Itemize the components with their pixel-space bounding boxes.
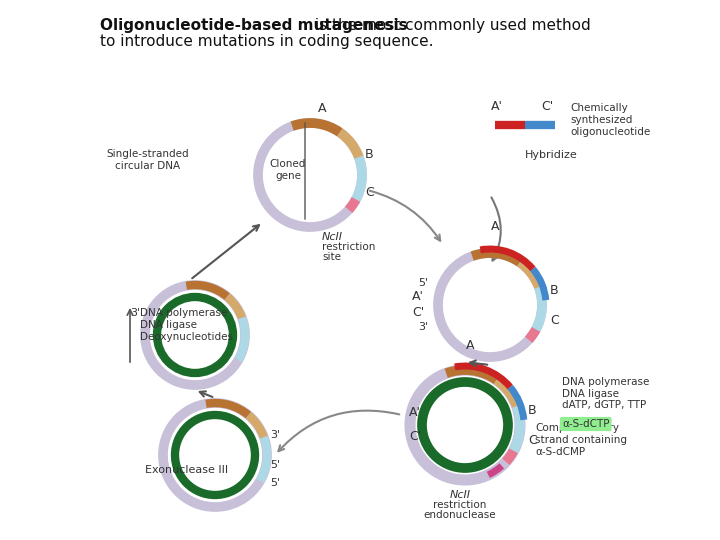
Text: restriction: restriction <box>322 242 375 252</box>
Text: A': A' <box>409 407 421 420</box>
Circle shape <box>175 415 255 495</box>
Text: 5': 5' <box>270 478 280 488</box>
Text: Exonuclease III: Exonuclease III <box>145 465 228 475</box>
Text: A: A <box>466 339 474 352</box>
Circle shape <box>163 403 267 507</box>
Circle shape <box>157 297 233 373</box>
Text: NcII: NcII <box>322 232 343 242</box>
Text: A': A' <box>491 100 503 113</box>
Text: site: site <box>322 252 341 262</box>
Circle shape <box>145 285 245 385</box>
Text: 5': 5' <box>270 460 280 470</box>
Text: Oligonucleotide-based mutagenesis: Oligonucleotide-based mutagenesis <box>100 18 408 33</box>
Circle shape <box>258 123 362 227</box>
Text: A: A <box>318 102 326 115</box>
Text: Single-stranded
circular DNA: Single-stranded circular DNA <box>107 149 189 171</box>
Text: NcII: NcII <box>449 490 470 500</box>
Text: 3': 3' <box>270 430 280 440</box>
Text: to introduce mutations in coding sequence.: to introduce mutations in coding sequenc… <box>100 34 433 49</box>
Text: C: C <box>365 186 374 199</box>
Text: B: B <box>550 284 559 296</box>
Circle shape <box>438 253 542 357</box>
Text: 5': 5' <box>418 278 428 288</box>
Text: A: A <box>491 220 499 233</box>
Text: Chemically
synthesized
oligonucleotide: Chemically synthesized oligonucleotide <box>570 103 650 137</box>
Text: 3': 3' <box>130 308 140 318</box>
Text: DNA polymerase
DNA ligase
dATP, dGTP, TTP: DNA polymerase DNA ligase dATP, dGTP, TT… <box>562 377 649 410</box>
Circle shape <box>410 370 520 480</box>
Circle shape <box>422 382 508 468</box>
Text: endonuclease: endonuclease <box>423 510 496 520</box>
Text: C': C' <box>541 100 553 113</box>
Text: Complementary
strand containing
α-S-dCMP: Complementary strand containing α-S-dCMP <box>535 423 627 457</box>
Text: B: B <box>365 148 374 161</box>
Text: 3': 3' <box>418 322 428 332</box>
Text: DNA polymerase
DNA ligase
Deoxynucleotides: DNA polymerase DNA ligase Deoxynucleotid… <box>140 308 233 342</box>
Text: C: C <box>528 434 536 447</box>
Text: A': A' <box>412 291 424 303</box>
Text: C: C <box>550 314 559 327</box>
Text: Cloned
gene: Cloned gene <box>270 159 306 181</box>
Text: is the most commonly used method: is the most commonly used method <box>310 18 590 33</box>
Text: C': C' <box>409 430 421 443</box>
Text: Hybridize: Hybridize <box>525 150 577 160</box>
Text: C': C' <box>412 307 424 320</box>
Text: restriction: restriction <box>433 500 487 510</box>
Text: α-S-dCTP: α-S-dCTP <box>562 419 610 429</box>
Text: B: B <box>528 403 536 416</box>
